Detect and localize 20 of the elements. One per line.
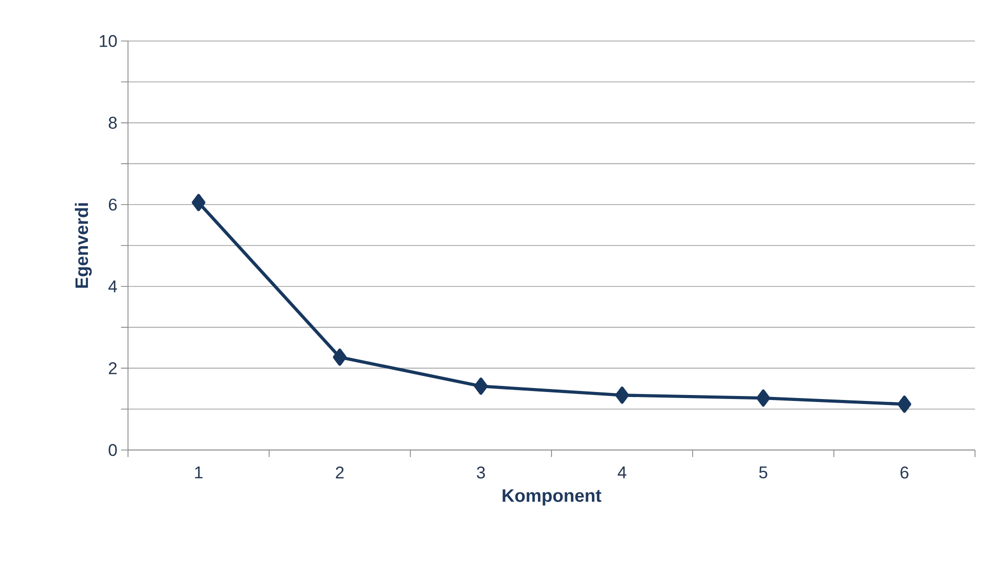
y-tick-label: 2: [108, 362, 117, 374]
y-tick-label: 4: [108, 280, 117, 292]
point: [474, 378, 488, 395]
point: [898, 396, 912, 413]
point: [756, 389, 770, 407]
x-tick-label: 3: [476, 466, 485, 479]
y-tick-label: 8: [108, 116, 117, 129]
point: [332, 348, 347, 366]
point: [615, 386, 629, 404]
x-tick-label: 6: [900, 466, 908, 479]
x-axis-title: Komponent: [502, 489, 602, 506]
y-tick-label: 0: [108, 444, 117, 456]
x-tick-label: 5: [759, 466, 768, 478]
x-tick-label: 4: [618, 466, 626, 478]
y-tick-label: 6: [108, 198, 117, 211]
x-tick-label: 2: [336, 466, 344, 478]
x-tick-label: 1: [195, 466, 202, 478]
point: [192, 194, 206, 212]
y-tick-label: 10: [100, 34, 117, 48]
y-axis-title: Egenverdi: [74, 203, 92, 288]
